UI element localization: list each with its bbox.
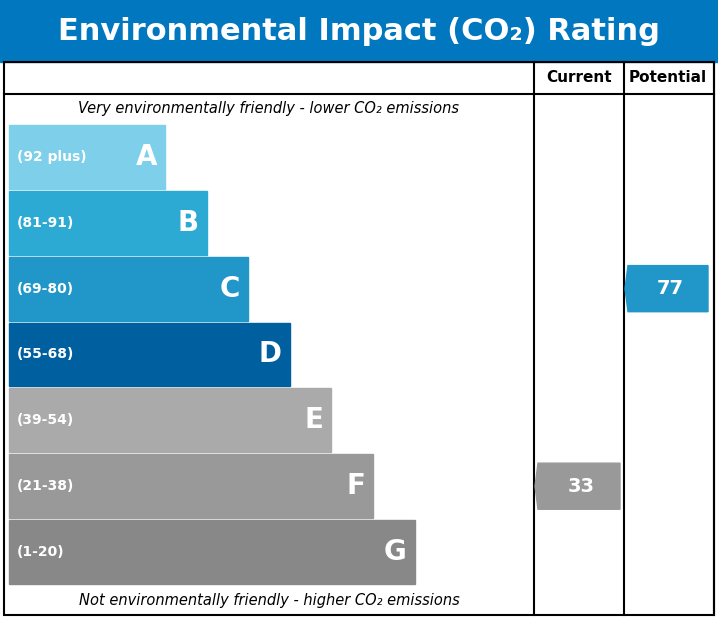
Text: (21-38): (21-38) bbox=[17, 479, 75, 493]
Text: (69-80): (69-80) bbox=[17, 282, 74, 296]
Bar bbox=[9, 389, 332, 452]
Text: 77: 77 bbox=[657, 279, 684, 298]
Text: F: F bbox=[346, 472, 365, 500]
Text: 33: 33 bbox=[568, 477, 595, 496]
Bar bbox=[9, 125, 165, 189]
Text: (81-91): (81-91) bbox=[17, 216, 75, 230]
Text: (1-20): (1-20) bbox=[17, 545, 65, 559]
Text: B: B bbox=[177, 209, 199, 237]
Text: E: E bbox=[304, 406, 323, 435]
Bar bbox=[4, 62, 714, 615]
Bar bbox=[9, 520, 414, 584]
Text: Potential: Potential bbox=[629, 71, 707, 85]
Text: C: C bbox=[220, 275, 241, 303]
Polygon shape bbox=[535, 463, 620, 509]
Text: D: D bbox=[258, 340, 281, 368]
Text: (92 plus): (92 plus) bbox=[17, 150, 87, 164]
Bar bbox=[9, 257, 248, 321]
Bar bbox=[0, 0, 718, 62]
Text: (55-68): (55-68) bbox=[17, 347, 75, 361]
Polygon shape bbox=[625, 266, 708, 312]
Text: G: G bbox=[384, 538, 406, 566]
Bar bbox=[9, 454, 373, 518]
Text: Current: Current bbox=[546, 71, 612, 85]
Bar bbox=[9, 322, 290, 386]
Text: Not environmentally friendly - higher CO₂ emissions: Not environmentally friendly - higher CO… bbox=[79, 592, 460, 607]
Text: (39-54): (39-54) bbox=[17, 413, 74, 427]
Text: Very environmentally friendly - lower CO₂ emissions: Very environmentally friendly - lower CO… bbox=[78, 102, 460, 116]
Text: Environmental Impact (CO₂) Rating: Environmental Impact (CO₂) Rating bbox=[58, 17, 660, 46]
Bar bbox=[9, 191, 207, 254]
Text: A: A bbox=[136, 143, 157, 171]
